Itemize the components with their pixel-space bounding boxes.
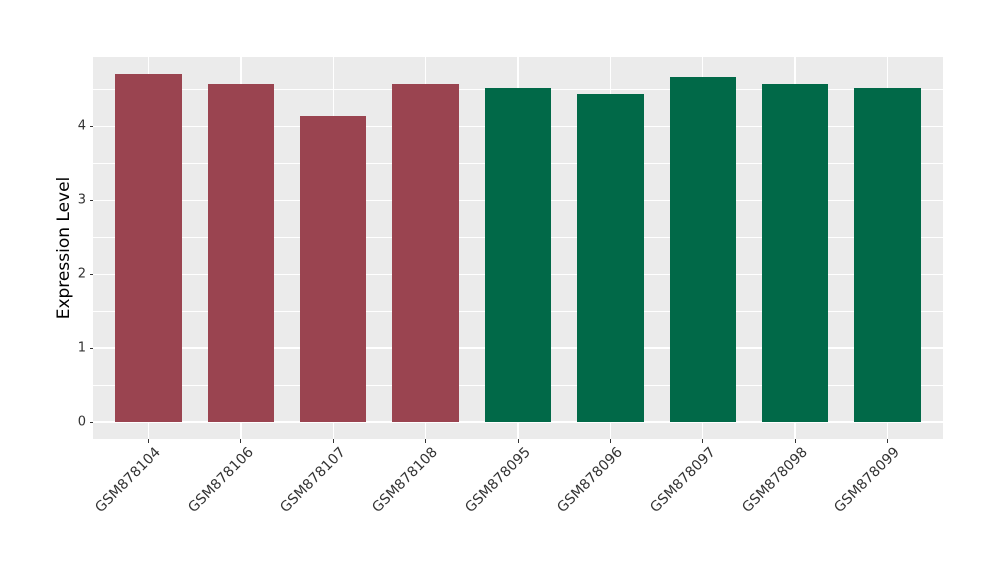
y-tick-mark <box>89 125 93 127</box>
y-tick-mark <box>89 347 93 349</box>
x-tick-mark <box>240 439 242 443</box>
x-tick-label: GSM878107 <box>277 444 349 516</box>
x-tick-mark <box>887 439 889 443</box>
x-tick-label: GSM878098 <box>739 444 811 516</box>
x-tick-label: GSM878106 <box>184 444 257 516</box>
y-tick-label: 0 <box>77 414 86 430</box>
y-tick-label: 3 <box>77 192 86 208</box>
y-tick-mark <box>89 273 93 275</box>
x-tick-mark <box>425 439 427 443</box>
bar-GSM878108 <box>392 84 459 422</box>
bar-GSM878106 <box>207 83 275 422</box>
x-tick-mark <box>517 439 519 443</box>
x-tick-label: GSM878096 <box>554 444 626 516</box>
plot-panel <box>93 57 943 439</box>
y-tick-label: 4 <box>77 118 86 134</box>
y-tick-mark <box>89 199 93 201</box>
bar-GSM878097 <box>669 76 737 422</box>
x-tick-mark <box>147 439 149 443</box>
y-tick-label: 2 <box>77 266 86 282</box>
x-tick-mark <box>702 439 704 443</box>
y-tick-label: 1 <box>77 340 86 356</box>
x-tick-label: GSM878104 <box>92 444 165 516</box>
x-tick-label: GSM878097 <box>646 444 719 516</box>
bar-GSM878095 <box>484 88 552 422</box>
bar-GSM878099 <box>854 88 921 422</box>
bar-GSM878096 <box>577 93 644 422</box>
x-tick-label: GSM878108 <box>369 444 442 516</box>
bars-layer <box>93 57 943 439</box>
x-tick-mark <box>609 439 611 443</box>
bar-GSM878104 <box>115 73 182 422</box>
x-tick-mark <box>794 439 796 443</box>
x-tick-label: GSM878099 <box>831 444 904 516</box>
bar-GSM878107 <box>299 116 367 422</box>
x-tick-mark <box>332 439 334 443</box>
y-tick-mark <box>89 421 93 423</box>
bar-GSM878098 <box>761 84 829 422</box>
x-tick-label: GSM878095 <box>462 444 534 516</box>
